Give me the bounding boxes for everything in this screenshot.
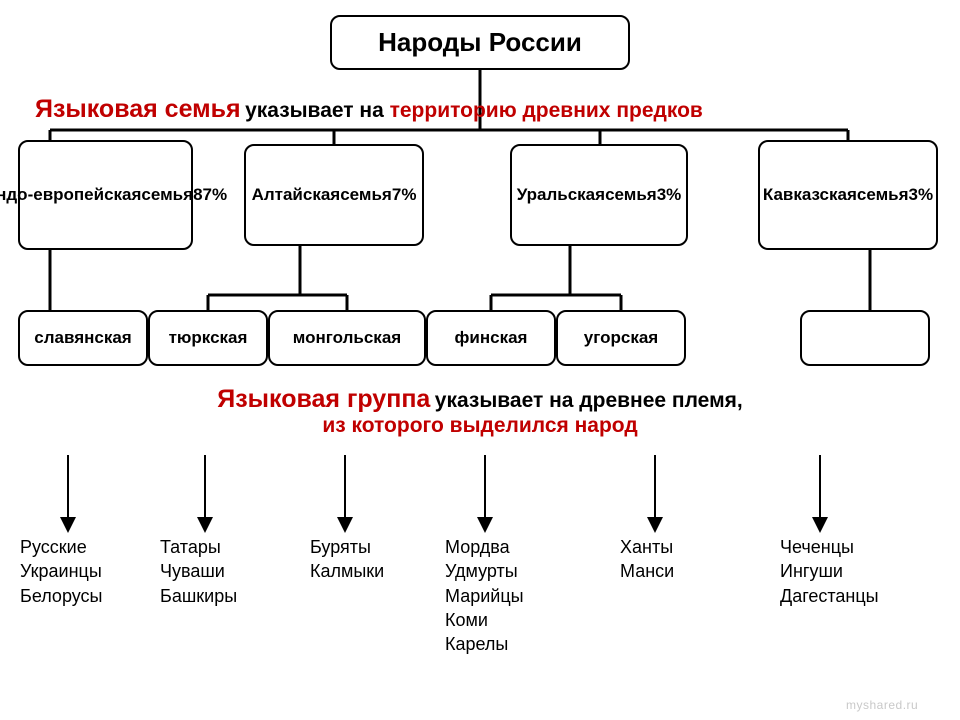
family-line: Кавказская	[763, 184, 857, 205]
peoples-list-ugric: ХантыМанси	[620, 535, 674, 584]
peoples-list-slav: РусскиеУкраинцыБелорусы	[20, 535, 103, 608]
group-node-turk: тюркская	[148, 310, 268, 366]
family-line: 7%	[392, 184, 417, 205]
group-node-ugric: угорская	[556, 310, 686, 366]
people-item: Башкиры	[160, 584, 237, 608]
people-item: Татары	[160, 535, 237, 559]
title-node: Народы России	[330, 15, 630, 70]
annot2-l2: из которого выделился народ	[150, 414, 810, 438]
family-node-cauc: Кавказскаясемья3%	[758, 140, 938, 250]
annot1-p3: территорию древних предков	[390, 99, 703, 122]
family-line: 87%	[193, 184, 227, 205]
watermark-text: myshared.ru	[846, 698, 918, 712]
group-node-finn: финская	[426, 310, 556, 366]
people-item: Марийцы	[445, 584, 524, 608]
people-item: Ханты	[620, 535, 674, 559]
people-item: Дагестанцы	[780, 584, 879, 608]
family-line: семья	[605, 184, 657, 205]
peoples-list-mong: БурятыКалмыки	[310, 535, 384, 584]
people-item: Коми	[445, 608, 524, 632]
annot2-l1p2: указывает на древнее племя,	[435, 389, 743, 412]
people-item: Манси	[620, 559, 674, 583]
people-item: Буряты	[310, 535, 384, 559]
people-item: Чуваши	[160, 559, 237, 583]
annot2-l1p1: Языковая группа	[217, 385, 430, 413]
family-node-altai: Алтайскаясемья7%	[244, 144, 424, 246]
people-item: Белорусы	[20, 584, 103, 608]
group-node-slav: славянская	[18, 310, 148, 366]
family-line: 3%	[909, 184, 934, 205]
annotation-family: Языковая семья указывает на территорию д…	[35, 95, 703, 124]
people-item: Калмыки	[310, 559, 384, 583]
title-text: Народы России	[378, 27, 582, 58]
people-item: Чеченцы	[780, 535, 879, 559]
peoples-list-cauc: ЧеченцыИнгушиДагестанцы	[780, 535, 879, 608]
annot1-p2: указывает на	[245, 99, 390, 122]
people-item: Русские	[20, 535, 103, 559]
family-line: европейская	[33, 184, 141, 205]
people-item: Украинцы	[20, 559, 103, 583]
family-node-ural: Уральскаясемья3%	[510, 144, 688, 246]
watermark: myshared.ru	[846, 698, 918, 712]
family-node-indo: Индо-европейскаясемья87%	[18, 140, 193, 250]
annot1-p1: Языковая семья	[35, 95, 241, 123]
group-node-mong: монгольская	[268, 310, 426, 366]
family-line: семья	[340, 184, 392, 205]
family-line: семья	[141, 184, 193, 205]
people-item: Ингуши	[780, 559, 879, 583]
annotation-group: Языковая группа указывает на древнее пле…	[150, 385, 810, 438]
people-item: Мордва	[445, 535, 524, 559]
peoples-list-finn: МордваУдмуртыМарийцыКомиКарелы	[445, 535, 524, 656]
people-item: Удмурты	[445, 559, 524, 583]
family-line: 3%	[657, 184, 682, 205]
family-line: семья	[857, 184, 909, 205]
family-line: Индо-	[0, 184, 33, 205]
group-node-blank	[800, 310, 930, 366]
peoples-list-turk: ТатарыЧувашиБашкиры	[160, 535, 237, 608]
family-line: Уральская	[517, 184, 605, 205]
family-line: Алтайская	[252, 184, 341, 205]
people-item: Карелы	[445, 632, 524, 656]
